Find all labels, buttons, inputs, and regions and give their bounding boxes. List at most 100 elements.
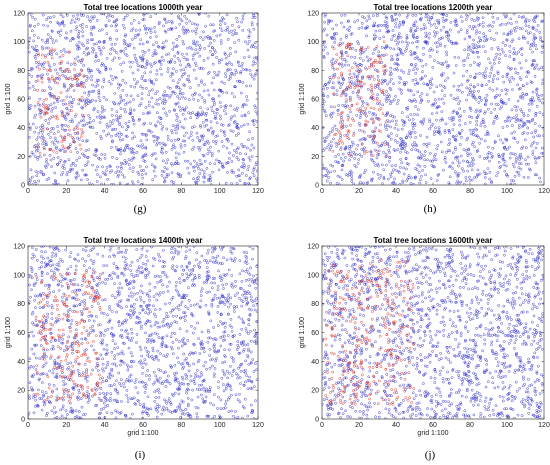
tree-point-blue	[184, 250, 188, 253]
tree-point-blue	[184, 408, 188, 411]
tree-point-red	[38, 67, 41, 71]
tree-point-blue	[126, 397, 130, 400]
tree-point-blue	[168, 109, 171, 113]
tree-point-blue	[388, 120, 392, 124]
tree-point-blue	[433, 35, 436, 38]
tree-point-blue	[244, 380, 247, 384]
tree-point-blue	[254, 72, 258, 76]
tree-point-blue	[392, 168, 395, 172]
tree-point-blue	[108, 384, 112, 387]
tree-point-blue	[456, 96, 460, 100]
tree-point-blue	[153, 400, 157, 403]
tree-point-blue	[380, 143, 383, 147]
tree-point-blue	[402, 166, 406, 170]
tree-point-blue	[104, 68, 108, 71]
tree-point-blue	[75, 124, 79, 128]
tree-point-blue	[58, 148, 62, 152]
tree-point-blue	[191, 269, 195, 272]
tree-point-blue	[91, 163, 94, 167]
tree-point-blue	[105, 32, 109, 36]
tree-point-blue	[499, 138, 503, 142]
tree-point-blue	[174, 125, 178, 129]
tree-point-blue	[198, 375, 202, 379]
tree-point-blue	[122, 18, 126, 21]
tree-point-blue	[216, 134, 219, 138]
tree-point-blue	[491, 80, 495, 84]
tree-point-blue	[148, 129, 152, 133]
tree-point-blue	[179, 68, 183, 72]
tree-point-blue	[205, 123, 208, 127]
tree-point-blue	[479, 124, 483, 127]
tree-point-blue	[147, 100, 151, 104]
tree-point-blue	[524, 158, 527, 162]
tree-point-blue	[237, 158, 241, 162]
tree-point-red	[369, 57, 373, 61]
tree-point-blue	[212, 111, 216, 115]
tree-point-blue	[32, 373, 36, 377]
tree-point-blue	[233, 41, 237, 44]
tree-point-blue	[116, 169, 120, 173]
y-tick-label: 80	[311, 68, 319, 75]
tree-point-blue	[342, 91, 345, 95]
tree-point-blue	[97, 46, 101, 49]
tree-point-blue	[132, 275, 136, 279]
tree-point-blue	[523, 123, 527, 126]
tree-point-blue	[229, 257, 233, 261]
tree-point-blue	[208, 162, 212, 165]
tree-point-blue	[465, 29, 469, 32]
tree-point-blue	[414, 20, 418, 24]
tree-point-blue	[451, 151, 455, 155]
tree-point-blue	[69, 39, 72, 43]
tree-point-blue	[468, 162, 472, 165]
tree-point-blue	[33, 24, 36, 28]
tree-point-blue	[246, 122, 250, 126]
tree-point-blue	[84, 149, 88, 152]
tree-point-blue	[389, 46, 392, 50]
tree-point-blue	[215, 107, 219, 111]
tree-point-blue	[256, 303, 258, 306]
tree-point-blue	[196, 321, 199, 325]
tree-point-blue	[472, 96, 475, 99]
tree-point-blue	[335, 145, 339, 148]
tree-point-red	[46, 127, 49, 131]
tree-point-blue	[123, 107, 126, 111]
tree-point-blue	[233, 149, 236, 152]
tree-point-blue	[174, 102, 178, 106]
tree-point-blue	[444, 60, 448, 64]
tree-point-blue	[41, 130, 44, 134]
tree-point-blue	[365, 55, 369, 59]
tree-point-blue	[111, 294, 114, 298]
tree-point-blue	[417, 170, 421, 174]
tree-point-blue	[210, 304, 214, 308]
tree-point-blue	[156, 111, 159, 115]
tree-point-blue	[69, 164, 73, 167]
tree-point-blue	[179, 175, 183, 179]
tree-point-blue	[510, 40, 514, 44]
tree-point-blue	[167, 325, 171, 329]
tree-point-blue	[32, 284, 36, 287]
tree-point-blue	[457, 56, 460, 59]
tree-point-blue	[87, 148, 90, 152]
tree-point-blue	[456, 155, 460, 159]
tree-point-blue	[327, 176, 331, 179]
tree-point-red	[356, 108, 359, 112]
tree-point-blue	[376, 93, 379, 97]
tree-point-blue	[481, 119, 485, 123]
tree-point-blue	[197, 114, 200, 118]
tree-point-blue	[128, 42, 132, 46]
tree-point-blue	[42, 393, 46, 397]
tree-point-blue	[227, 348, 231, 352]
tree-point-blue	[120, 306, 124, 310]
tree-point-blue	[340, 14, 343, 17]
tree-point-blue	[465, 31, 469, 35]
tree-point-blue	[348, 25, 352, 29]
tree-point-blue	[52, 41, 55, 45]
tree-point-blue	[171, 90, 175, 94]
tree-point-blue	[401, 20, 405, 23]
tree-point-blue	[457, 164, 460, 168]
tree-point-blue	[405, 34, 409, 37]
tree-point-blue	[210, 97, 214, 101]
tree-point-blue	[130, 291, 133, 295]
tree-point-blue	[343, 104, 347, 108]
tree-point-blue	[456, 159, 460, 162]
